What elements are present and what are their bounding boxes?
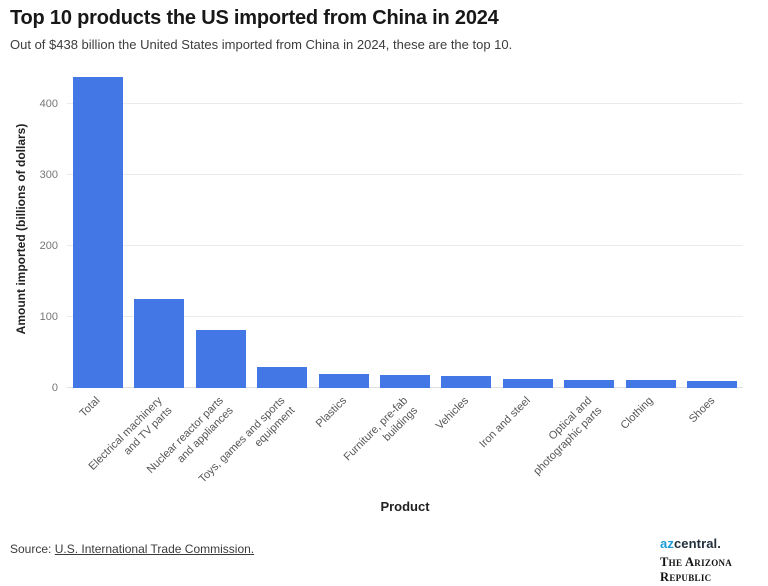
gridline: [67, 174, 743, 176]
gridline: [67, 245, 743, 247]
x-tick-label: Clothing: [618, 394, 657, 432]
publisher-logo: azcentral. The Arizona Republic: [660, 536, 768, 585]
bar[interactable]: [502, 378, 553, 388]
x-axis-title: Product: [380, 499, 430, 514]
bar-slot: [497, 76, 558, 388]
bar-slot: [251, 76, 312, 388]
y-axis-ticks: 0 100 200 300 400: [0, 76, 58, 394]
x-tick-label: Iron and steel: [477, 394, 534, 451]
bar[interactable]: [564, 379, 615, 388]
x-tick-label: Optical and photographic parts: [531, 394, 605, 478]
bar-slot: [436, 76, 497, 388]
azcentral-logo-az: az: [660, 536, 674, 551]
bar-slot: [313, 76, 374, 388]
y-tick-label: 300: [39, 169, 58, 182]
azcentral-logo: azcentral.: [660, 536, 768, 551]
bar[interactable]: [687, 380, 738, 388]
source-link[interactable]: U.S. International Trade Commission.: [54, 542, 255, 556]
plot-area: [67, 76, 743, 388]
bar-series: [67, 76, 743, 388]
gridline: [67, 103, 743, 105]
gridline: [67, 316, 743, 318]
bar-slot: [190, 76, 251, 388]
bar[interactable]: [134, 299, 185, 388]
bar-slot: [559, 76, 620, 388]
bar-slot: [67, 76, 128, 388]
bar-slot: [620, 76, 681, 388]
bar[interactable]: [379, 374, 430, 388]
bar[interactable]: [257, 366, 308, 388]
y-tick-label: 200: [39, 240, 58, 253]
bar[interactable]: [625, 380, 676, 388]
bar[interactable]: [441, 375, 492, 388]
x-tick-label: Plastics: [313, 394, 349, 430]
x-axis-ticks: Total Electrical machinery and TV parts Nu…: [67, 392, 743, 500]
page-subtitle: Out of $438 billion the United States im…: [10, 37, 513, 52]
x-tick-label: Total: [77, 394, 103, 420]
arizona-republic-logo: The Arizona Republic: [660, 555, 733, 584]
x-tick-label: Shoes: [686, 394, 718, 426]
x-tick-label: Vehicles: [434, 394, 472, 433]
azcentral-logo-central: central.: [673, 536, 721, 551]
bar[interactable]: [72, 77, 123, 388]
y-tick-label: 0: [51, 382, 58, 394]
bar[interactable]: [318, 373, 369, 388]
x-tick-label: Furniture, pre-fab buildings: [341, 394, 421, 464]
bar[interactable]: [195, 329, 246, 388]
page-title: Top 10 products the US imported from Chi…: [10, 7, 499, 29]
y-tick-label: 400: [39, 98, 58, 111]
bar-slot: [374, 76, 435, 388]
bar-slot: [682, 76, 743, 388]
bar-slot: [128, 76, 189, 388]
y-tick-label: 100: [39, 311, 58, 324]
source-prefix: Source:: [10, 542, 55, 556]
source-line: Source: U.S. International Trade Commiss…: [10, 542, 254, 556]
